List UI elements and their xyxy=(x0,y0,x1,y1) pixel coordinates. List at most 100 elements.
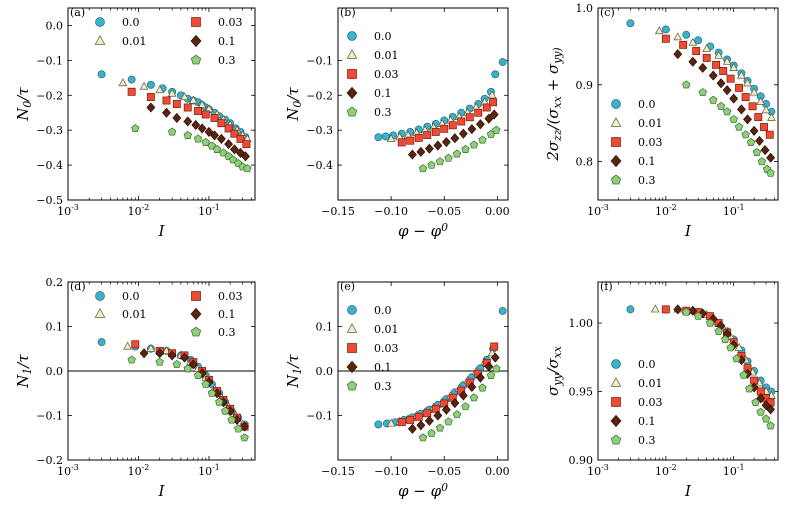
data-point-0_0 xyxy=(381,132,390,141)
data-point-0_1 xyxy=(475,119,485,130)
panel-label: (b) xyxy=(340,6,356,19)
y-tick-label: 0.95 xyxy=(569,386,594,399)
legend-label: 0.01 xyxy=(374,323,399,336)
y-tick-label: −0.2 xyxy=(36,89,63,102)
legend-marker-0_0 xyxy=(611,99,621,109)
legend-marker-0_03 xyxy=(611,397,621,407)
legend-label: 0.3 xyxy=(218,54,236,67)
legend-marker-0_01 xyxy=(346,49,358,59)
data-point-0_3 xyxy=(766,421,775,430)
legend-label: 0.0 xyxy=(122,16,140,29)
x-tick-label: −0.10 xyxy=(374,205,408,218)
data-point-0_1 xyxy=(241,151,250,162)
legend-label: 0.1 xyxy=(218,35,236,48)
y-tick-label: 0.9 xyxy=(576,79,594,92)
y-tick-label: −0.3 xyxy=(306,124,333,137)
data-point-0_3 xyxy=(228,155,238,164)
legend-label: 0.3 xyxy=(374,106,392,119)
y-axis-label: N1/τ xyxy=(14,354,34,389)
panel-6: 10-3 10-2 10-11.000.950.90Iσyy/σxx(f)0.00.… xyxy=(544,280,779,500)
data-point-0_03 xyxy=(735,83,744,92)
data-point-0_03 xyxy=(679,40,688,49)
data-point-0_0 xyxy=(97,338,106,347)
legend-label: 0.1 xyxy=(374,361,392,374)
data-point-0_03 xyxy=(414,133,423,142)
y-tick-label: 0.0 xyxy=(46,19,64,32)
data-point-0_3 xyxy=(452,149,462,158)
data-point-0_3 xyxy=(729,114,738,123)
data-point-0_01 xyxy=(767,112,776,121)
data-point-0_03 xyxy=(712,60,721,69)
legend-marker-0_3 xyxy=(190,326,202,337)
legend-label: 0.0 xyxy=(374,304,392,317)
data-point-0_0 xyxy=(146,80,155,89)
x-tick-label: 10-1 xyxy=(198,203,220,218)
x-tick-label: 10-1 xyxy=(723,203,745,218)
data-point-0_01 xyxy=(650,304,660,313)
data-point-0_1 xyxy=(162,107,171,118)
data-point-0_0 xyxy=(626,19,635,28)
y-tick-label: −0.5 xyxy=(36,194,63,207)
legend-marker-0_01 xyxy=(346,323,358,333)
y-tick-label: −0.1 xyxy=(306,54,333,67)
data-point-0_1 xyxy=(743,114,752,125)
data-point-0_1 xyxy=(708,70,718,81)
data-point-0_3 xyxy=(722,107,732,116)
data-point-0_3 xyxy=(193,134,203,143)
data-point-0_3 xyxy=(219,148,228,157)
data-point-0_03 xyxy=(440,124,449,133)
data-point-0_3 xyxy=(418,164,428,173)
y-tick-label: 0.0 xyxy=(46,365,64,378)
data-point-0_1 xyxy=(766,404,776,415)
data-point-0_0 xyxy=(491,70,500,79)
x-tick-label: 10-2 xyxy=(655,203,677,218)
panel-label: (c) xyxy=(600,6,615,19)
data-point-0_01 xyxy=(386,418,396,427)
x-tick-label: 10-2 xyxy=(655,463,677,478)
legend-marker-0_03 xyxy=(611,137,621,147)
data-point-0_1 xyxy=(716,78,726,89)
legend-label: 0.03 xyxy=(218,16,243,29)
data-point-0_01 xyxy=(188,95,198,104)
data-point-0_1 xyxy=(424,143,434,154)
data-point-0_3 xyxy=(201,379,210,388)
data-points xyxy=(374,58,507,173)
panel-1: 10-3 10-2 10-1 0.0 −0.1 −0.2 −0.3 −0.4 −0.5 I N0/τ… xyxy=(14,6,256,240)
data-point-0_1 xyxy=(407,149,417,160)
data-point-0_3 xyxy=(435,423,445,432)
data-point-0_03 xyxy=(726,74,735,83)
data-point-0_3 xyxy=(739,370,748,379)
data-point-0_03 xyxy=(760,123,768,131)
data-point-0_03 xyxy=(465,113,474,122)
data-point-0_1 xyxy=(749,125,759,136)
legend-marker-0_1 xyxy=(346,360,358,374)
data-point-0_03 xyxy=(702,53,711,62)
legend: 0.0 0.01 0.03 0.1 0.3 xyxy=(94,290,243,339)
data-point-0_1 xyxy=(673,304,683,315)
data-point-0_01 xyxy=(139,81,149,90)
data-point-0_1 xyxy=(230,144,239,155)
legend-marker-0_01 xyxy=(610,117,622,127)
data-point-0_3 xyxy=(766,168,775,177)
y-tick-label: 0.0 xyxy=(316,365,334,378)
x-axis-label: I xyxy=(684,222,692,240)
x-tick-label: 10-3 xyxy=(587,203,609,218)
data-point-0_3 xyxy=(721,335,730,344)
data-point-0_3 xyxy=(757,157,767,166)
data-points xyxy=(626,19,776,177)
data-point-0_0 xyxy=(694,36,703,45)
legend-label: 0.1 xyxy=(374,87,392,100)
data-point-0_03 xyxy=(423,131,432,140)
data-point-0_1 xyxy=(172,112,182,123)
data-point-0_3 xyxy=(201,138,210,146)
y-axis-label: N0/τ xyxy=(284,87,304,122)
data-point-0_3 xyxy=(492,364,501,373)
legend-label: 0.01 xyxy=(374,49,399,62)
data-point-0_3 xyxy=(183,364,192,373)
data-point-0_3 xyxy=(444,417,453,426)
data-point-0_1 xyxy=(191,119,201,130)
legend-marker-0_01 xyxy=(94,35,106,45)
data-point-0_03 xyxy=(448,121,457,130)
legend: 0.0 0.01 0.03 0.1 0.3 xyxy=(610,358,663,447)
data-point-0_3 xyxy=(716,101,726,110)
